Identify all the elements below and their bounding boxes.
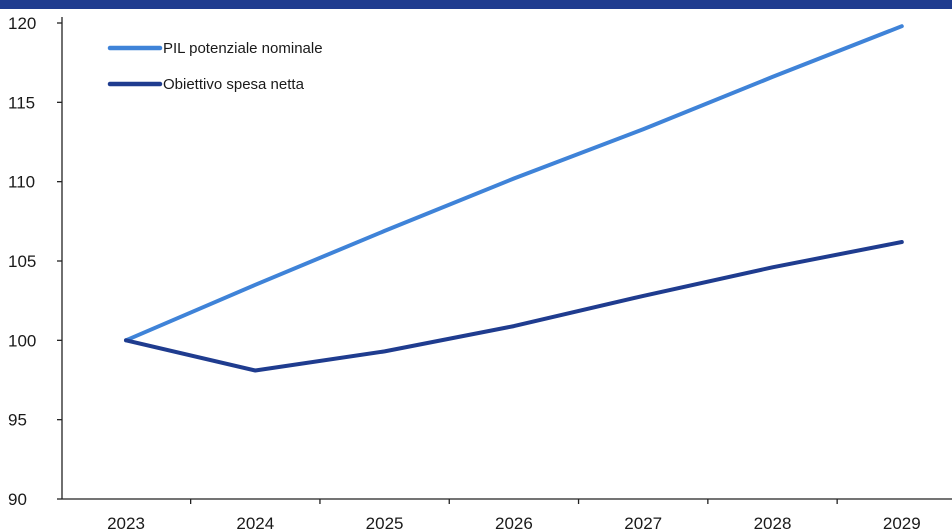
y-tick-label: 110: [8, 173, 35, 192]
series-line: [124, 24, 904, 343]
y-tick-label: 90: [8, 490, 27, 509]
x-tick-label: 2023: [107, 514, 145, 531]
x-tick-label: 2024: [236, 514, 274, 531]
series-line: [124, 240, 904, 373]
y-tick-label: 95: [8, 411, 27, 430]
x-tick-label: 2027: [624, 514, 662, 531]
legend-label: Obiettivo spesa netta: [163, 76, 305, 93]
y-tick-label: 100: [8, 331, 36, 350]
x-tick-label: 2026: [495, 514, 533, 531]
legend-label: PIL potenziale nominale: [163, 40, 323, 57]
y-tick-label: 120: [8, 14, 36, 33]
header-band: [0, 0, 952, 9]
x-tick-label: 2025: [366, 514, 404, 531]
x-tick-label: 2029: [883, 514, 921, 531]
y-tick-label: 115: [8, 93, 35, 112]
x-tick-label: 2028: [754, 514, 792, 531]
y-tick-label: 105: [8, 252, 36, 271]
